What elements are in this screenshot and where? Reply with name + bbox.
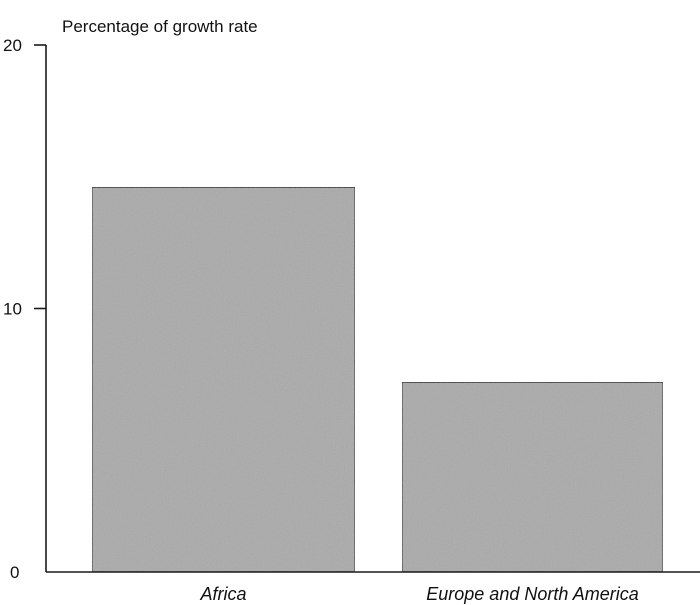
- x-category-label-europe-and-north-america: Europe and North America: [426, 584, 638, 604]
- y-tick-label-20: 20: [3, 36, 22, 55]
- bars-layer: [91, 186, 664, 573]
- y-ticks-layer: 0 10 20: [3, 36, 46, 582]
- x-category-label-africa: Africa: [199, 584, 246, 604]
- bar-europe-and-north-america: [401, 381, 664, 573]
- y-tick-label-0: 0: [10, 563, 19, 582]
- y-tick-label-10: 10: [3, 300, 22, 319]
- bar-africa: [91, 186, 356, 573]
- x-labels-layer: Africa Europe and North America: [199, 584, 638, 604]
- y-axis-label: Percentage of growth rate: [62, 17, 258, 36]
